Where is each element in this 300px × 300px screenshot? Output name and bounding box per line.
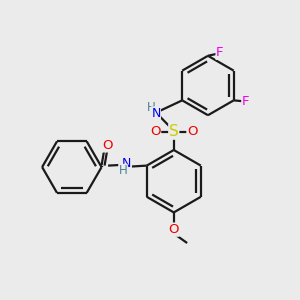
Text: O: O (169, 223, 179, 236)
Text: H: H (147, 101, 156, 114)
Text: H: H (118, 164, 127, 177)
Text: F: F (216, 46, 224, 59)
Text: F: F (242, 95, 249, 108)
Text: N: N (151, 106, 160, 120)
Text: O: O (102, 139, 113, 152)
Text: S: S (169, 124, 179, 139)
Text: O: O (150, 125, 160, 138)
Text: N: N (122, 157, 131, 170)
Text: O: O (187, 125, 197, 138)
